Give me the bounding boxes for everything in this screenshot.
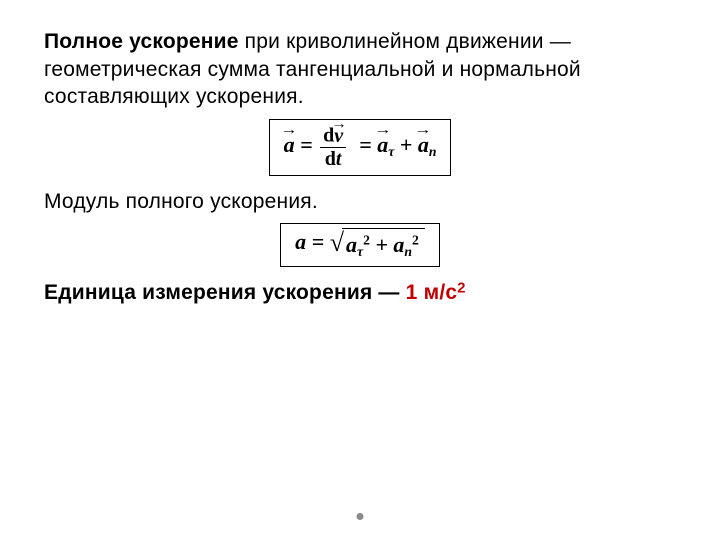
formula-1-box: a = dvdt = aτ + an (269, 119, 452, 176)
p1-bold: Полное ускорение (44, 30, 239, 53)
formula-2-row: a = √aτ2 + an2 (44, 223, 676, 267)
f2-lhs: a (295, 229, 306, 254)
p3-bold: Единица измерения ускорения — (44, 281, 406, 304)
a-n-base: a (418, 132, 429, 157)
n-sub: n (429, 143, 437, 158)
f2-eq: = (306, 229, 330, 254)
a-tau-2-sup: 2 (363, 233, 370, 248)
vec-a-n: a (418, 130, 429, 158)
radical-icon: √ (330, 230, 344, 256)
vec-a-lhs: a (284, 130, 295, 158)
slide: Полное ускорение при криволинейном движе… (0, 0, 720, 540)
radicand: aτ2 + an2 (342, 228, 425, 260)
a-n-2-sub: n (404, 244, 412, 259)
paragraph-1: Полное ускорение при криволинейном движе… (44, 28, 676, 111)
f1-eq1: = (295, 132, 319, 157)
formula-2: a = √aτ2 + an2 (295, 229, 425, 254)
a-n-2-sup: 2 (412, 233, 419, 248)
formula-1: a = dvdt = aτ + an (284, 132, 437, 157)
frac-num: dv (320, 124, 346, 148)
d-den: d (325, 148, 336, 170)
paragraph-3: Единица измерения ускорения — 1 м/с2 (44, 279, 676, 307)
sqrt: √aτ2 + an2 (330, 228, 425, 260)
formula-2-box: a = √aτ2 + an2 (280, 223, 440, 267)
decor-dot-icon (357, 513, 364, 520)
unit-text: 1 м/с2 (406, 281, 466, 304)
f2-plus: + (370, 232, 394, 257)
t-var: t (336, 148, 342, 170)
frac-den: dt (320, 148, 346, 169)
unit-base: 1 м/с (406, 281, 458, 304)
a-tau-2-base: a (346, 232, 357, 257)
a-n-2-base: a (393, 232, 404, 257)
unit-exp: 2 (457, 281, 465, 297)
paragraph-2: Модуль полного ускорения. (44, 188, 676, 216)
vec-v: v (334, 124, 343, 146)
vec-a-tau: a (377, 130, 388, 158)
fraction-dvdt: dvdt (320, 124, 346, 169)
a-tau-base: a (377, 132, 388, 157)
formula-1-row: a = dvdt = aτ + an (44, 119, 676, 176)
